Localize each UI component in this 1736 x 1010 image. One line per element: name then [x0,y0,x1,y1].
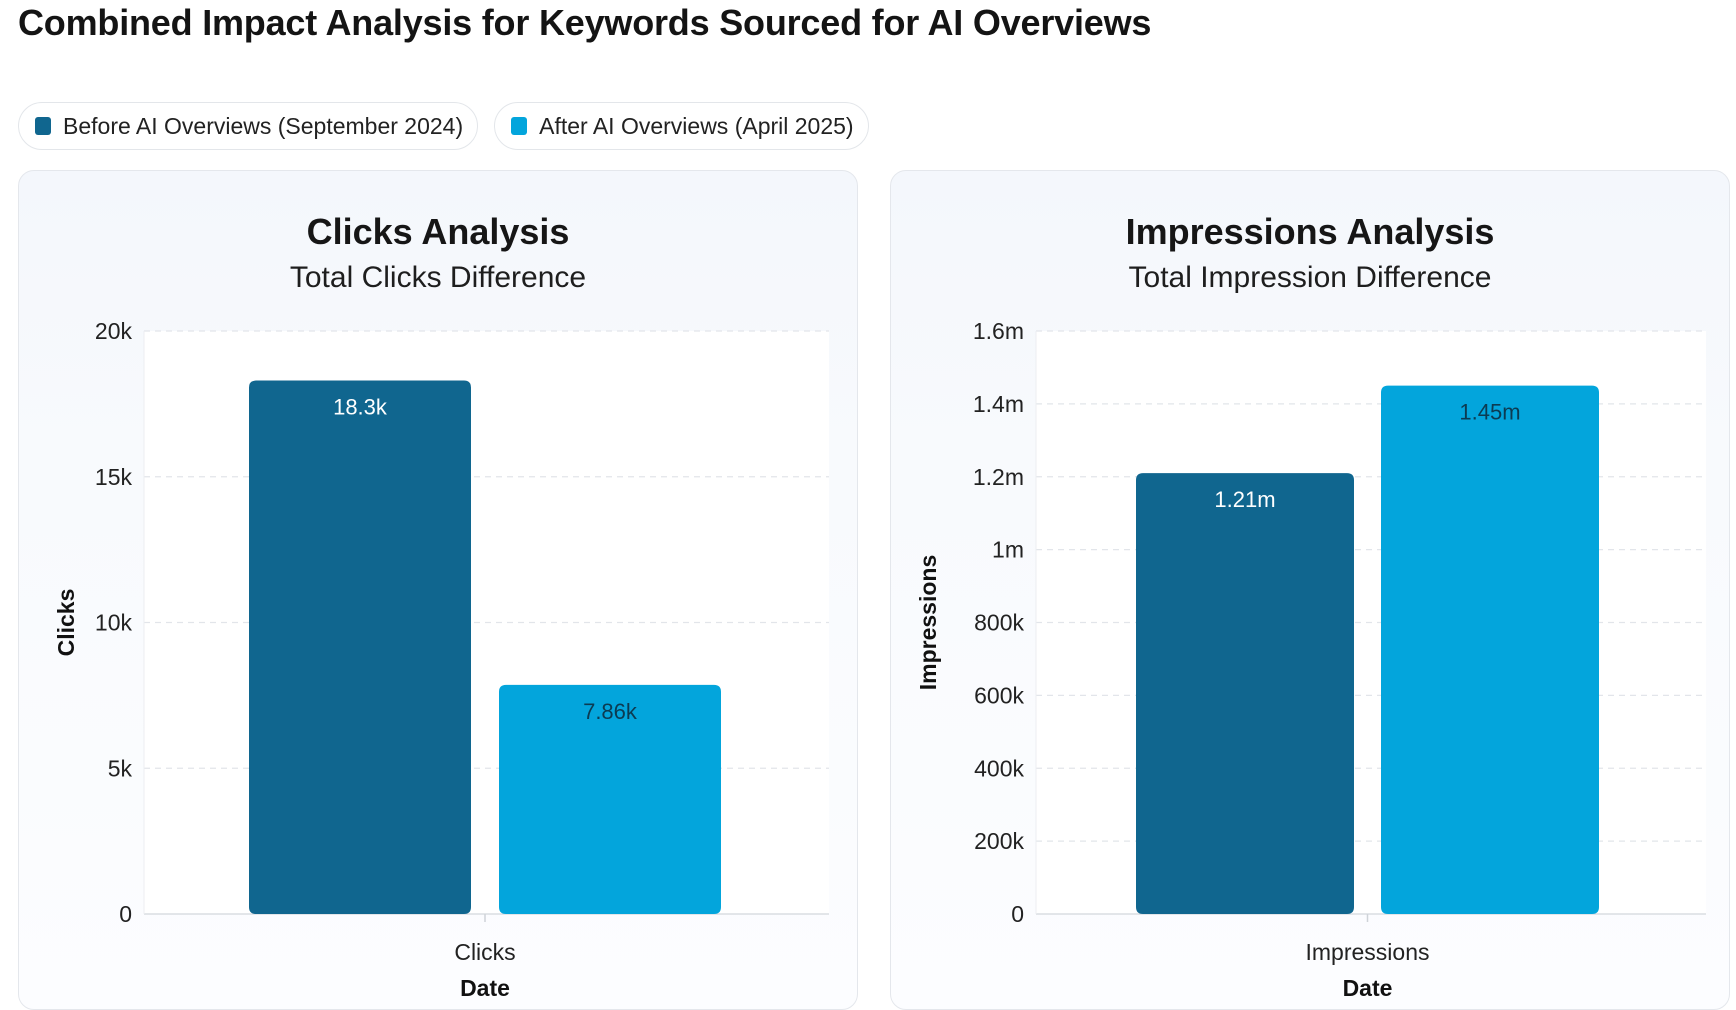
y-tick-label: 15k [95,464,133,490]
legend-swatch-after [511,117,528,135]
chart-title: Clicks Analysis [306,211,570,252]
legend: Before AI Overviews (September 2024) Aft… [18,102,869,150]
x-axis-label: Date [460,975,510,1001]
bar-after[interactable] [499,684,721,914]
y-axis-label: Clicks [53,589,79,657]
legend-swatch-before [35,117,51,135]
legend-item-after[interactable]: After AI Overviews (April 2025) [494,102,869,150]
y-tick-label: 600k [974,682,1024,708]
legend-label-after: After AI Overviews (April 2025) [539,112,854,139]
data-label: 1.45m [1459,400,1520,425]
page-title: Combined Impact Analysis for Keywords So… [18,2,1152,43]
y-tick-label: 0 [119,901,132,927]
x-tick-label: Clicks [454,939,515,965]
data-label: 18.3k [333,395,388,420]
y-tick-label: 800k [974,610,1024,636]
y-tick-label: 200k [974,828,1024,854]
impressions-chart-card: Impressions Analysis Total Impression Di… [890,170,1730,1010]
legend-item-before[interactable]: Before AI Overviews (September 2024) [18,102,479,150]
data-label: 7.86k [583,699,638,724]
chart-subtitle: Total Impression Difference [1128,261,1492,294]
bar-before[interactable] [1136,473,1354,914]
impressions-chart: 0 200k 400k 600k 800k 1m 1.2m 1.4m 1.6m 1.21m 1.45… [915,318,1706,1001]
y-tick-label: 400k [974,755,1024,781]
bar-after[interactable] [1381,385,1599,914]
x-axis-label: Date [1343,975,1393,1001]
y-axis-label: Impressions [915,555,941,691]
bar-before[interactable] [249,380,471,914]
y-tick-label: 0 [1011,901,1024,927]
chart-title: Impressions Analysis [1125,211,1495,252]
y-tick-label: 1.2m [973,464,1024,490]
clicks-chart-card: Clicks Analysis Total Clicks Difference … [18,170,858,1010]
data-label: 1.21m [1214,487,1275,512]
y-tick-label: 20k [95,318,133,344]
legend-label-before: Before AI Overviews (September 2024) [63,112,464,139]
clicks-chart: 0 5k 10k 15k 20k 18.3k 7.86k Clicks Date Clicks [53,318,829,1001]
y-tick-label: 1m [992,537,1024,563]
x-tick-label: Impressions [1306,939,1430,965]
y-tick-label: 1.4m [973,391,1024,417]
y-tick-label: 5k [108,755,133,781]
chart-subtitle: Total Clicks Difference [289,261,587,294]
y-tick-label: 1.6m [973,318,1024,344]
y-tick-label: 10k [95,610,133,636]
